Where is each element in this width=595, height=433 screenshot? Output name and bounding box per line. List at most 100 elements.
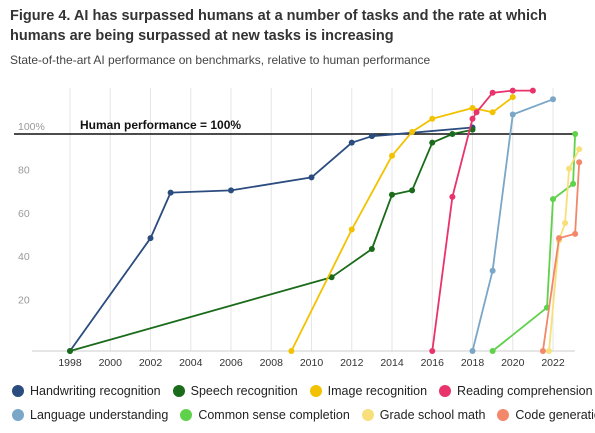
chart-subtitle: State-of-the-art AI performance on bench…: [10, 53, 431, 67]
data-point: [489, 267, 496, 274]
data-point: [368, 133, 375, 140]
x-tick-label: 2006: [219, 357, 243, 369]
legend-swatch: [172, 385, 185, 397]
x-tick-label: 2016: [421, 357, 445, 369]
series-speech-recognition: [67, 126, 476, 354]
x-tick-label: 2014: [380, 357, 404, 369]
data-point: [566, 165, 573, 172]
x-tick-label: 2004: [179, 357, 203, 369]
series-line: [69, 128, 473, 352]
data-point: [550, 196, 556, 203]
series-line: [69, 126, 473, 352]
data-point: [429, 139, 436, 146]
x-axis-ticks: 1998 2000 2002 2004 2006 2008 2010 2012 2014 2016…: [58, 357, 565, 369]
legend-row: Language understanding Common sense compl…: [12, 405, 595, 425]
data-point: [489, 348, 496, 354]
series-image-recognition: [288, 94, 516, 354]
data-point: [147, 235, 154, 242]
y-tick-label: 20: [18, 295, 30, 307]
data-point: [539, 348, 546, 354]
data-point: [308, 174, 315, 181]
legend-item: Common sense completion: [180, 408, 350, 422]
data-point: [228, 187, 234, 194]
data-point: [509, 94, 516, 101]
legend-item: Image recognition: [309, 384, 427, 398]
data-point: [429, 348, 436, 354]
data-point: [572, 230, 579, 237]
series-line: [548, 148, 580, 352]
data-point: [556, 235, 563, 242]
legend-item: Reading comprehension: [439, 384, 593, 398]
data-point: [409, 128, 416, 135]
x-tick-label: 1998: [58, 357, 82, 369]
legend-swatch: [12, 385, 24, 397]
legend-label: Language understanding: [30, 408, 169, 422]
legend-label: Speech recognition: [190, 384, 298, 398]
data-point: [576, 159, 583, 166]
series-lines: [67, 87, 583, 354]
data-point: [368, 246, 375, 253]
legend-swatch: [12, 409, 24, 421]
data-point: [328, 274, 335, 281]
x-tick-label: 2012: [340, 357, 364, 369]
reference-line-label: Human performance = 100%: [80, 118, 241, 132]
series-line: [542, 162, 581, 352]
data-point: [348, 139, 355, 146]
data-point: [409, 187, 416, 194]
data-point: [489, 89, 496, 96]
y-tick-label: 80: [18, 164, 30, 176]
data-point: [509, 111, 516, 118]
data-point: [167, 189, 174, 196]
data-point: [572, 131, 579, 137]
x-tick-label: 2010: [300, 357, 324, 369]
legend-swatch: [309, 385, 322, 397]
legend-item: Grade school math: [361, 408, 486, 422]
data-point: [449, 131, 456, 137]
data-point: [469, 115, 476, 122]
legend-item: Handwriting recognition: [12, 384, 161, 398]
data-point: [67, 348, 73, 354]
data-point: [570, 180, 577, 187]
y-tick-label: 40: [18, 251, 30, 263]
series-reading-comprehension: [429, 87, 536, 354]
data-point: [288, 348, 295, 354]
legend-row: Handwriting recognition Speech recognitio…: [12, 381, 593, 401]
legend-swatch: [361, 409, 374, 421]
legend-swatch: [497, 409, 510, 421]
legend-item: Language understanding: [12, 408, 168, 422]
data-point: [529, 87, 536, 94]
legend-label: Code generation: [515, 408, 595, 422]
human-performance-line: Human performance = 100%: [14, 118, 575, 135]
y-tick-label: 100%: [18, 121, 45, 133]
series-code-generation: [539, 159, 583, 354]
legend-label: Reading comprehension: [457, 384, 593, 398]
x-tick-label: 2008: [260, 357, 284, 369]
series-grade-school-math: [545, 146, 583, 354]
data-point: [469, 104, 476, 111]
data-point: [449, 193, 456, 200]
x-tick-label: 2020: [501, 357, 525, 369]
series-common-sense-completion: [489, 131, 579, 354]
legend: Handwriting recognition Speech recognitio…: [12, 381, 595, 429]
data-point: [562, 219, 569, 226]
legend-item: Speech recognition: [172, 384, 298, 398]
chart-title: Figure 4. AI has surpassed humans at a n…: [10, 8, 547, 44]
legend-label: Common sense completion: [198, 408, 350, 422]
data-point: [469, 348, 476, 354]
data-point: [550, 96, 556, 103]
legend-swatch: [180, 409, 193, 421]
series-line: [492, 133, 576, 352]
data-point: [389, 191, 395, 198]
series-line: [290, 96, 514, 352]
legend-label: Grade school math: [379, 408, 486, 422]
y-tick-label: 60: [18, 208, 30, 220]
x-tick-label: 2018: [461, 357, 485, 369]
legend-label: Handwriting recognition: [30, 384, 161, 398]
data-point: [348, 226, 355, 233]
x-tick-label: 2022: [541, 357, 565, 369]
data-point: [576, 146, 583, 153]
vertical-gridlines: [32, 88, 575, 352]
legend-swatch: [439, 385, 452, 397]
data-point: [489, 109, 496, 116]
